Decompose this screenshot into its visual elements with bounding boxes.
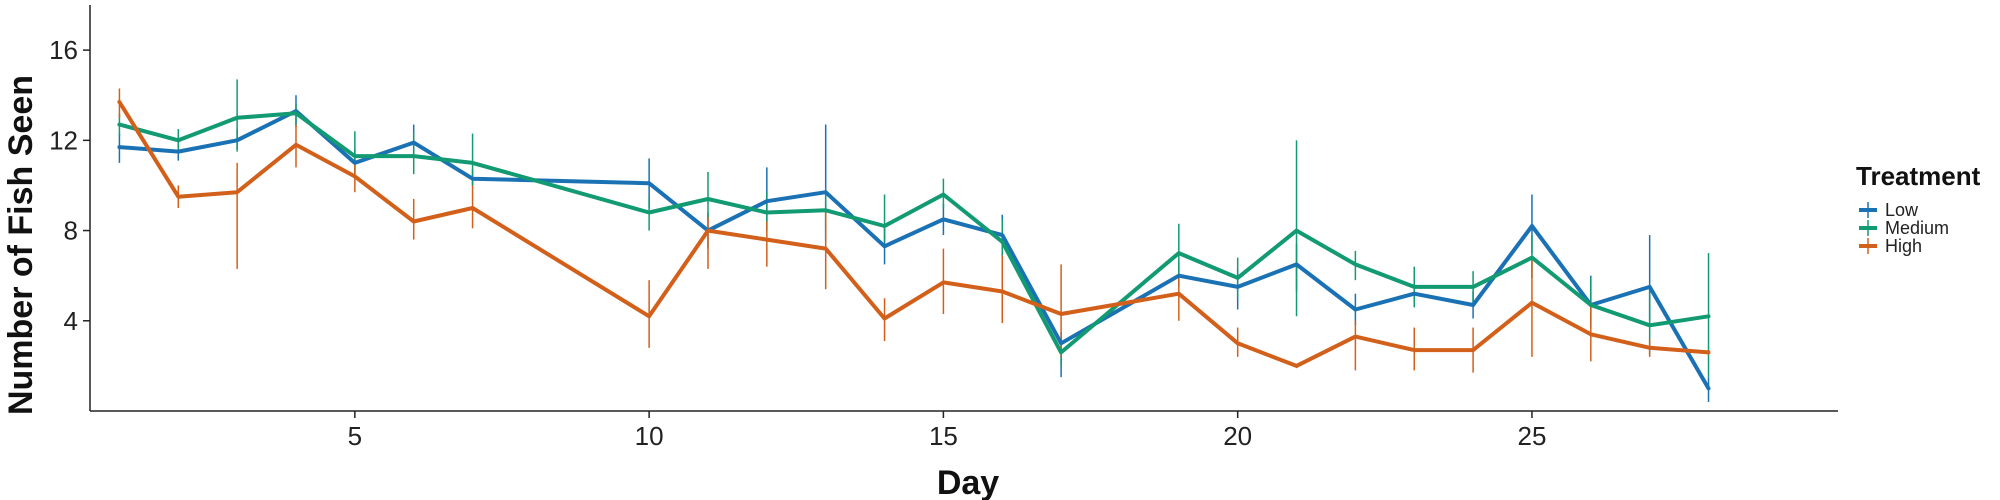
y-axis-title: Number of Fish Seen <box>2 75 40 415</box>
legend-label-medium: Medium <box>1885 218 1949 238</box>
x-tick-label: 20 <box>1223 421 1252 451</box>
series-line-low <box>117 109 1711 391</box>
y-tick-label: 12 <box>49 125 78 155</box>
series-line-medium <box>117 111 1711 355</box>
series-lines <box>117 100 1711 391</box>
y-tick-label: 4 <box>64 306 78 336</box>
series-line-high <box>117 100 1711 368</box>
error-bars <box>118 79 1710 402</box>
x-axis-title: Day <box>937 464 999 500</box>
y-tick-label: 8 <box>64 216 78 246</box>
x-tick-label: 25 <box>1517 421 1546 451</box>
x-tick-label: 5 <box>348 421 362 451</box>
y-ticks: 4 8 12 16 <box>49 35 90 336</box>
x-ticks: 5 10 15 20 25 <box>348 411 1546 451</box>
axes <box>89 5 1838 412</box>
legend-title: Treatment <box>1856 161 1981 191</box>
x-tick-label: 15 <box>929 421 958 451</box>
x-tick-label: 10 <box>635 421 664 451</box>
legend-label-high: High <box>1885 236 1922 256</box>
legend-label-low: Low <box>1885 200 1919 220</box>
y-tick-label: 16 <box>49 35 78 65</box>
